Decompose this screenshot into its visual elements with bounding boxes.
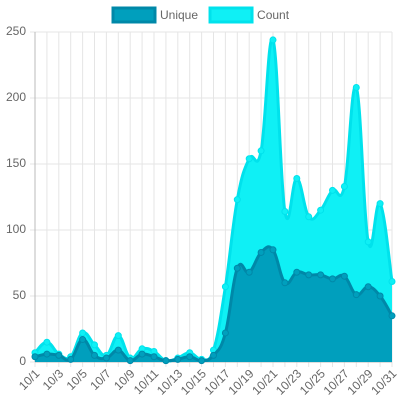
point bbox=[221, 283, 229, 291]
point bbox=[364, 283, 372, 291]
y-tick-label: 0 bbox=[19, 354, 26, 368]
point bbox=[269, 36, 277, 44]
point bbox=[293, 268, 301, 276]
point bbox=[269, 246, 277, 254]
y-tick-label: 250 bbox=[6, 24, 26, 38]
point bbox=[245, 268, 253, 276]
point bbox=[329, 275, 336, 283]
point bbox=[305, 213, 313, 221]
point bbox=[126, 357, 134, 365]
point bbox=[114, 346, 122, 354]
x-tick-label: 10/1 bbox=[16, 366, 43, 393]
x-tick-label: 10/15 bbox=[178, 366, 209, 397]
x-tick-label: 10/5 bbox=[64, 366, 91, 393]
x-tick-label: 10/27 bbox=[321, 366, 352, 397]
point bbox=[31, 353, 39, 361]
point bbox=[174, 355, 182, 363]
point bbox=[79, 336, 87, 344]
point bbox=[91, 341, 98, 349]
point bbox=[376, 292, 384, 300]
legend-label: Unique bbox=[160, 8, 198, 22]
x-tick-label: 10/17 bbox=[202, 366, 233, 397]
x-tick-label: 10/7 bbox=[87, 366, 114, 393]
x-tick-label: 10/23 bbox=[273, 366, 304, 397]
point bbox=[352, 83, 360, 91]
point bbox=[233, 264, 241, 272]
point bbox=[376, 200, 384, 208]
point bbox=[388, 277, 396, 285]
point bbox=[293, 175, 301, 183]
point bbox=[79, 329, 87, 337]
point bbox=[257, 248, 265, 256]
area bbox=[35, 246, 392, 362]
point bbox=[245, 155, 253, 163]
point bbox=[388, 312, 396, 320]
point bbox=[317, 271, 325, 279]
point bbox=[210, 351, 217, 359]
point bbox=[43, 338, 51, 346]
point bbox=[162, 357, 170, 365]
x-tick-label: 10/29 bbox=[344, 366, 375, 397]
point bbox=[138, 350, 146, 358]
legend-swatch bbox=[208, 6, 254, 24]
y-tick-label: 150 bbox=[6, 156, 26, 170]
point bbox=[352, 291, 360, 299]
y-tick-label: 200 bbox=[6, 90, 26, 104]
x-tick-label: 10/21 bbox=[249, 366, 280, 397]
point bbox=[67, 355, 75, 363]
point bbox=[43, 350, 51, 358]
x-tick-label: 10/31 bbox=[368, 366, 399, 397]
point bbox=[198, 357, 206, 365]
point bbox=[91, 351, 98, 359]
x-tick-label: 10/25 bbox=[297, 366, 328, 397]
point bbox=[364, 238, 372, 246]
point bbox=[257, 147, 265, 155]
point bbox=[114, 332, 122, 340]
point bbox=[317, 206, 325, 214]
point bbox=[150, 353, 158, 361]
x-tick-label: 10/19 bbox=[225, 366, 256, 397]
point bbox=[340, 272, 348, 280]
x-tick-label: 10/11 bbox=[131, 366, 162, 397]
point bbox=[102, 354, 110, 362]
point bbox=[233, 196, 241, 204]
x-tick-label: 10/3 bbox=[40, 366, 67, 393]
x-tick-label: 10/13 bbox=[154, 366, 185, 397]
point bbox=[340, 182, 348, 190]
point bbox=[329, 186, 336, 194]
point bbox=[281, 279, 289, 287]
point bbox=[186, 353, 194, 361]
legend-swatch bbox=[111, 6, 157, 24]
point bbox=[55, 351, 63, 359]
line bbox=[33, 37, 394, 363]
point bbox=[221, 329, 229, 337]
y-tick-label: 50 bbox=[13, 288, 27, 302]
legend-label: Count bbox=[257, 8, 290, 22]
point bbox=[305, 271, 313, 279]
point bbox=[281, 208, 289, 216]
y-tick-label: 100 bbox=[6, 222, 26, 236]
